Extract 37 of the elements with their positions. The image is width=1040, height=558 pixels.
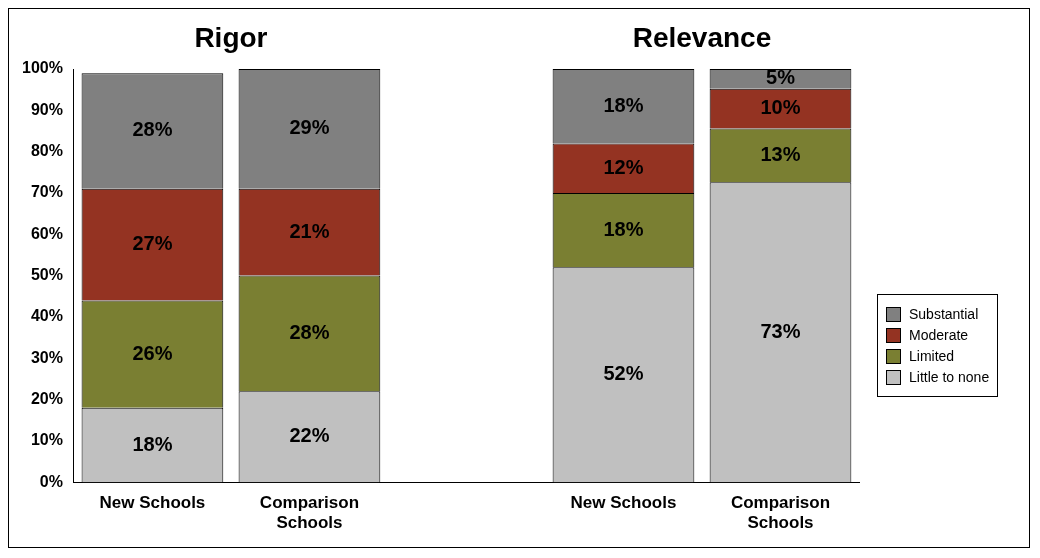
data-label: 13%: [760, 142, 801, 165]
text: Little to none: [909, 369, 990, 385]
data-label: 21%: [289, 219, 330, 242]
text: Relevance: [632, 21, 772, 53]
y-tick-label: 30%: [30, 348, 63, 366]
text: Rigor: [194, 21, 268, 53]
y-tick-label: 70%: [30, 183, 63, 201]
y-tick-label: 90%: [30, 100, 63, 118]
data-label: 5%: [766, 66, 796, 89]
y-tick-label: 20%: [30, 389, 63, 407]
data-label: 22%: [289, 424, 330, 447]
y-tick-label: 50%: [30, 266, 63, 284]
x-tick-label: Comparison Schools: [730, 493, 831, 533]
data-label: 52%: [603, 362, 644, 385]
data-label: 12%: [603, 155, 644, 178]
x-tick-label: New Schools: [570, 493, 677, 513]
y-tick-label: 40%: [30, 307, 63, 325]
y-tick-label: 0%: [39, 472, 63, 490]
legend-label: Moderate: [909, 327, 969, 343]
data-label: 27%: [132, 232, 173, 255]
data-label: 18%: [603, 217, 644, 240]
data-label: 73%: [760, 319, 801, 342]
y-tick-label: 80%: [30, 142, 63, 160]
x-tick-label: Comparison Schools: [259, 493, 360, 533]
x-tick-label: New Schools: [99, 493, 206, 513]
data-label: 26%: [132, 341, 173, 364]
data-label: 18%: [132, 432, 173, 455]
data-label: 28%: [289, 320, 330, 343]
y-tick-label: 10%: [30, 431, 63, 449]
y-tick-label: 100%: [22, 59, 63, 77]
data-label: 28%: [132, 118, 173, 141]
legend-label: Limited: [909, 348, 955, 364]
y-tick-label: 60%: [30, 224, 63, 242]
data-label: 29%: [289, 116, 330, 139]
legend-label: Substantial: [909, 306, 979, 322]
data-label: 18%: [603, 93, 644, 116]
data-label: 10%: [760, 96, 801, 119]
